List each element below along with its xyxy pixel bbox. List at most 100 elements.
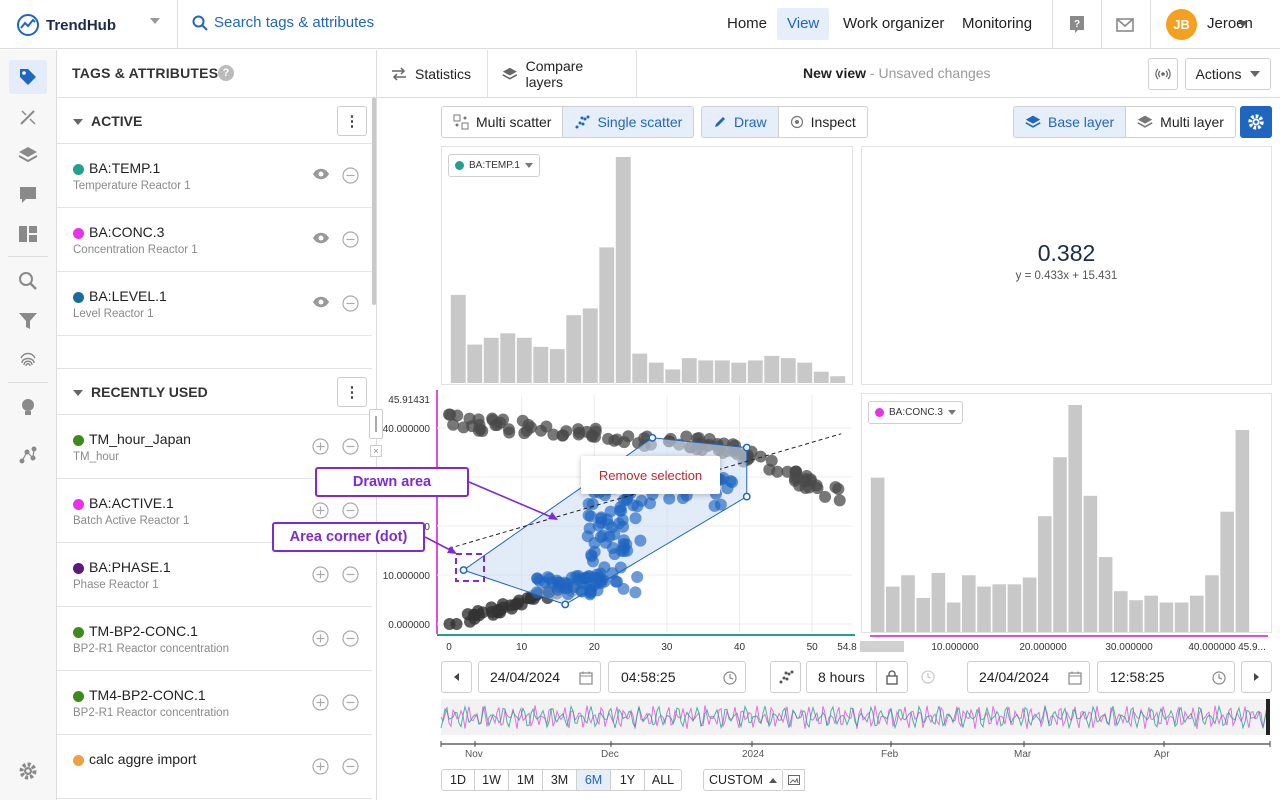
- rail-fingerprint[interactable]: [9, 342, 47, 376]
- time-forward-button[interactable]: [1241, 661, 1272, 693]
- draw-button[interactable]: Draw: [701, 106, 779, 138]
- x-tick-label: 30: [661, 642, 673, 653]
- range-button-all[interactable]: ALL: [645, 769, 682, 791]
- range-button-3m[interactable]: 3M: [543, 769, 577, 791]
- rail-filter[interactable]: [9, 304, 47, 338]
- rail-analytics[interactable]: [9, 438, 47, 472]
- collapse-icon[interactable]: [73, 119, 83, 125]
- custom-range-button[interactable]: CUSTOM: [703, 769, 783, 791]
- help-icon[interactable]: ?: [218, 65, 234, 81]
- remove-icon[interactable]: [342, 758, 359, 780]
- remove-selection-menu[interactable]: Remove selection: [581, 456, 720, 494]
- draw-label: Draw: [734, 114, 767, 130]
- remove-icon[interactable]: [342, 630, 359, 652]
- user-menu-caret-icon[interactable]: [1238, 21, 1248, 27]
- kebab-menu-icon[interactable]: ⋮: [337, 106, 367, 136]
- tag-row[interactable]: calc aggre import: [57, 735, 372, 799]
- search-input[interactable]: Search tags & attributes: [192, 14, 374, 31]
- actions-button[interactable]: Actions: [1185, 58, 1271, 90]
- panel-resize-handle[interactable]: [369, 409, 383, 439]
- tag-row[interactable]: BA:ACTIVE.1 Batch Active Reactor 1: [57, 479, 372, 543]
- multi-layer-button[interactable]: Multi layer: [1126, 106, 1236, 138]
- tag-row[interactable]: BA:TEMP.1 Temperature Reactor 1: [57, 144, 372, 208]
- time-back-button[interactable]: [441, 661, 472, 693]
- active-section-header[interactable]: ACTIVE ⋮: [57, 97, 372, 144]
- messages-button[interactable]: [1114, 14, 1136, 36]
- remove-icon[interactable]: [342, 566, 359, 588]
- rail-layers[interactable]: [9, 138, 47, 172]
- duration-field[interactable]: 8 hours: [806, 661, 908, 693]
- remove-icon[interactable]: [342, 167, 359, 189]
- rail-comments[interactable]: [9, 178, 47, 212]
- rail-tools[interactable]: [9, 100, 47, 134]
- end-date-field[interactable]: 24/04/2024: [967, 661, 1090, 693]
- add-icon[interactable]: [312, 438, 329, 460]
- rail-tags[interactable]: [9, 60, 47, 94]
- eye-icon[interactable]: [312, 295, 330, 313]
- top-tag-selector[interactable]: BA:TEMP.1: [448, 154, 540, 177]
- nav-home[interactable]: Home: [727, 15, 768, 32]
- trend-logo-icon: [17, 14, 39, 36]
- eye-icon[interactable]: [312, 231, 330, 249]
- end-time-field[interactable]: 12:58:25: [1097, 661, 1235, 693]
- tag-row[interactable]: TM4-BP2-CONC.1 BP2-R1 Reactor concentrati…: [57, 671, 372, 735]
- add-icon[interactable]: [312, 566, 329, 588]
- range-button-1d[interactable]: 1D: [441, 769, 475, 791]
- panel-title: TAGS & ATTRIBUTES: [72, 65, 219, 81]
- auto-scale-button[interactable]: [770, 661, 801, 693]
- history-icon[interactable]: [920, 669, 936, 690]
- rail-insights[interactable]: [9, 390, 47, 424]
- remove-icon[interactable]: [342, 438, 359, 460]
- tag-row[interactable]: TM-BP2-CONC.1 BP2-R1 Reactor concentratio…: [57, 607, 372, 671]
- user-name[interactable]: Jeroen: [1207, 15, 1253, 32]
- inspect-button[interactable]: Inspect: [778, 106, 868, 138]
- base-layer-button[interactable]: Base layer: [1013, 106, 1127, 138]
- range-button-1y[interactable]: 1Y: [611, 769, 645, 791]
- x-tick-label: 54.8: [837, 642, 857, 653]
- range-button-6m[interactable]: 6M: [577, 769, 611, 791]
- rail-search[interactable]: [9, 264, 47, 298]
- statistics-button[interactable]: Statistics: [377, 50, 488, 97]
- recent-section-header[interactable]: RECENTLY USED ⋮: [57, 368, 372, 415]
- multi-scatter-button[interactable]: Multi scatter: [441, 106, 564, 138]
- rail-dashboard[interactable]: [9, 217, 47, 251]
- add-icon[interactable]: [312, 502, 329, 524]
- histogram-bar: [813, 371, 829, 383]
- remove-icon[interactable]: [342, 231, 359, 253]
- help-button[interactable]: ?: [1066, 14, 1088, 36]
- right-tag-selector[interactable]: BA:CONC.3: [868, 401, 963, 424]
- remove-icon[interactable]: [342, 502, 359, 524]
- add-icon[interactable]: [312, 758, 329, 780]
- histogram-bar: [1235, 429, 1250, 632]
- app-menu-caret-icon[interactable]: [150, 18, 160, 24]
- tag-row[interactable]: TM_hour_Japan TM_hour: [57, 415, 372, 479]
- avatar[interactable]: JB: [1166, 9, 1197, 40]
- custom-range-extra-button[interactable]: [783, 769, 805, 791]
- add-icon[interactable]: [312, 694, 329, 716]
- collapse-icon[interactable]: [73, 390, 83, 396]
- kebab-menu-icon[interactable]: ⋮: [337, 377, 367, 407]
- nav-view[interactable]: View: [777, 8, 830, 40]
- tag-row[interactable]: BA:CONC.3 Concentration Reactor 1: [57, 208, 372, 272]
- nav-monitoring[interactable]: Monitoring: [962, 15, 1033, 32]
- range-button-1m[interactable]: 1M: [509, 769, 543, 791]
- add-icon[interactable]: [312, 630, 329, 652]
- start-time-field[interactable]: 04:58:25: [608, 661, 746, 693]
- remove-icon[interactable]: [342, 295, 359, 317]
- scrollbar[interactable]: [372, 97, 376, 305]
- live-button[interactable]: [1148, 58, 1178, 90]
- app-logo[interactable]: TrendHub: [16, 13, 116, 37]
- compare-layers-button[interactable]: Compare layers: [488, 50, 637, 97]
- chart-settings-button[interactable]: [1240, 106, 1272, 138]
- range-button-1w[interactable]: 1W: [475, 769, 509, 791]
- start-date-field[interactable]: 24/04/2024: [478, 661, 601, 693]
- tag-row[interactable]: BA:LEVEL.1 Level Reactor 1: [57, 272, 372, 336]
- remove-icon[interactable]: [342, 694, 359, 716]
- rail-settings[interactable]: [9, 754, 47, 788]
- close-icon[interactable]: ×: [370, 445, 382, 457]
- single-scatter-button[interactable]: Single scatter: [563, 106, 695, 138]
- eye-icon[interactable]: [312, 167, 330, 185]
- tag-row[interactable]: BA:PHASE.1 Phase Reactor 1: [57, 543, 372, 607]
- nav-work-organizer[interactable]: Work organizer: [843, 15, 945, 32]
- histogram-bar: [566, 315, 582, 383]
